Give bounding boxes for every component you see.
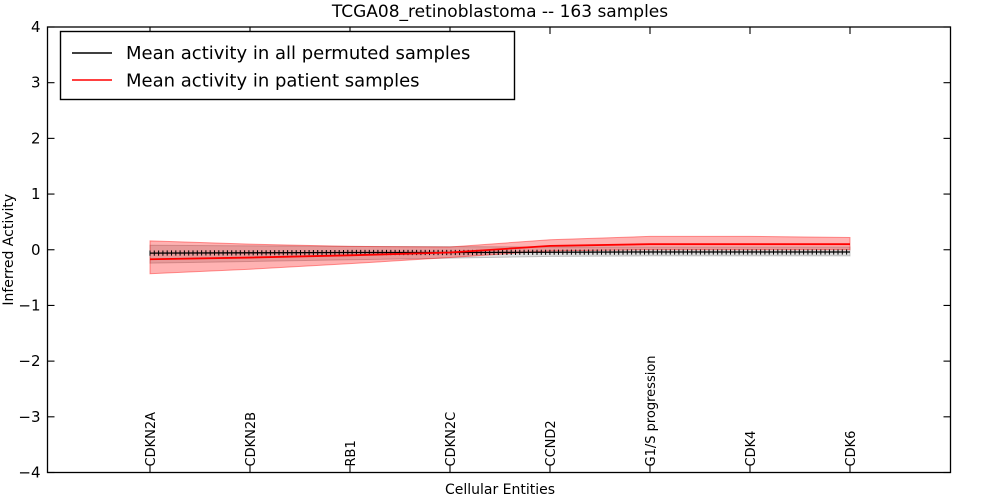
- chart-title: TCGA08_retinoblastoma -- 163 samples: [331, 2, 668, 22]
- x-tick-label: CDKN2A: [144, 412, 159, 467]
- patient-mean-line: [149, 243, 850, 261]
- x-tick-label: CDK6: [844, 431, 859, 467]
- y-tick-label: 0: [31, 241, 41, 259]
- patient-confidence-band: [149, 235, 851, 275]
- permuted-mean-line: [149, 251, 850, 254]
- x-tick-label: RB1: [344, 440, 359, 466]
- x-tick-label: G1/S progression: [644, 355, 659, 466]
- y-tick-label: 2: [31, 129, 41, 147]
- x-tick-label: CDKN2C: [444, 412, 459, 467]
- x-axis-label: Cellular Entities: [445, 482, 555, 498]
- y-tick-label: 4: [31, 18, 41, 36]
- y-tick-label: 3: [31, 74, 41, 92]
- x-tick-label: CDK4: [744, 431, 759, 467]
- y-tick-label: 1: [31, 185, 41, 203]
- x-tick-label: CDKN2B: [244, 412, 259, 467]
- x-tick-label: CCND2: [544, 420, 559, 466]
- legend-box: [59, 30, 516, 101]
- axes-ticks: −4 −3 −2 −1 0 1 2 3 4 CDKN2A CDKN2B RB1 CDKN2C CCND2 G…: [18, 18, 951, 482]
- y-tick-label: −1: [18, 296, 40, 314]
- y-tick-label: −4: [18, 464, 40, 482]
- y-tick-label: −2: [18, 352, 40, 370]
- legend: Mean activity in all permuted samples Me…: [59, 30, 516, 101]
- legend-label-patient: Mean activity in patient samples: [126, 71, 420, 92]
- y-axis-label: Inferred Activity: [1, 194, 17, 306]
- confidence-bands: [149, 235, 851, 275]
- legend-label-permuted: Mean activity in all permuted samples: [126, 43, 470, 64]
- y-tick-label: −3: [18, 408, 40, 426]
- series-lines: [149, 243, 850, 261]
- plot-border: [46, 26, 952, 474]
